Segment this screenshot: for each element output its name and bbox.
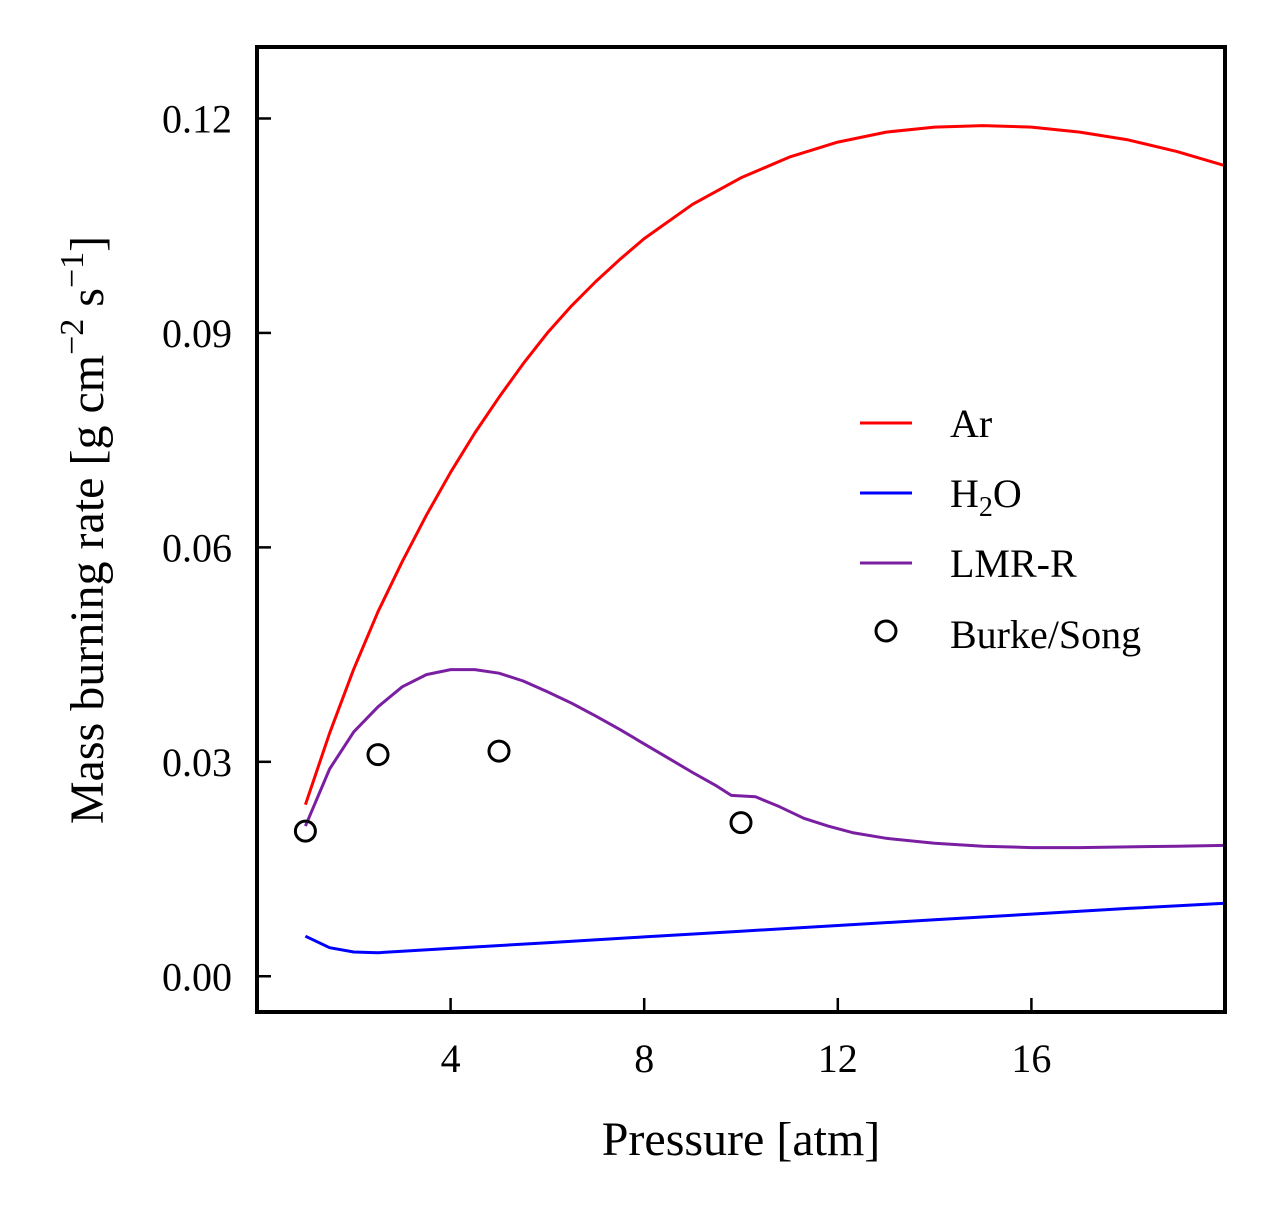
y-tick-label: 0.03: [162, 740, 232, 785]
legend-label-ar: Ar: [950, 401, 992, 446]
plot-frame: [255, 45, 1227, 1014]
data-point-burke-song: [729, 811, 753, 835]
data-point-burke-song: [293, 819, 317, 843]
y-axis: 0.00 0.03 0.06 0.09 0.12: [162, 96, 271, 999]
legend-entry-h2o: H2O: [860, 471, 1022, 523]
legend-entry-burke-song: Burke/Song: [874, 612, 1141, 657]
x-tick-label: 12: [818, 1036, 858, 1081]
y-axis-label: Mass burning rate [g cm−2 s−1]: [54, 236, 114, 824]
legend-label-h2o-o: O: [993, 471, 1022, 516]
legend-label-h2o-h: H: [950, 471, 979, 516]
legend-label-h2o: H2O: [950, 471, 1022, 523]
y-tick-label: 0.06: [162, 525, 232, 570]
x-tick-label: 16: [1011, 1036, 1051, 1081]
series-line-h: [304, 901, 1226, 955]
legend-label-lmr-r: LMR-R: [950, 541, 1077, 586]
legend: Ar H2O LMR-R Burke/Song: [860, 401, 1141, 657]
y-axis-label-end: ]: [61, 236, 114, 252]
y-axis-label-exp2: −1: [54, 252, 91, 288]
legend-marker-burke-song: [874, 619, 898, 643]
x-tick-label: 8: [634, 1036, 654, 1081]
legend-label-h2o-sub: 2: [979, 492, 993, 523]
y-axis-label-mid: s: [61, 288, 114, 319]
plot-markers: [293, 739, 753, 843]
y-tick-label: 0.12: [162, 96, 232, 141]
legend-label-burke-song: Burke/Song: [950, 612, 1141, 657]
plot-lines: [303, 124, 1226, 955]
y-tick-label: 0.00: [162, 954, 232, 999]
x-axis-label: Pressure [atm]: [602, 1113, 881, 1166]
series-line-ar: [303, 124, 1226, 806]
x-tick-label: 4: [441, 1036, 461, 1081]
y-axis-label-main: Mass burning rate [g cm: [61, 355, 114, 824]
x-axis: 4 8 12 16: [441, 998, 1051, 1081]
y-axis-label-exp1: −2: [54, 319, 91, 355]
series-line-lmr-r: [304, 668, 1226, 850]
legend-entry-lmr-r: LMR-R: [860, 541, 1077, 586]
legend-entry-ar: Ar: [860, 401, 992, 446]
y-tick-label: 0.09: [162, 311, 232, 356]
data-point-burke-song: [366, 743, 390, 767]
data-point-burke-song: [487, 739, 511, 763]
